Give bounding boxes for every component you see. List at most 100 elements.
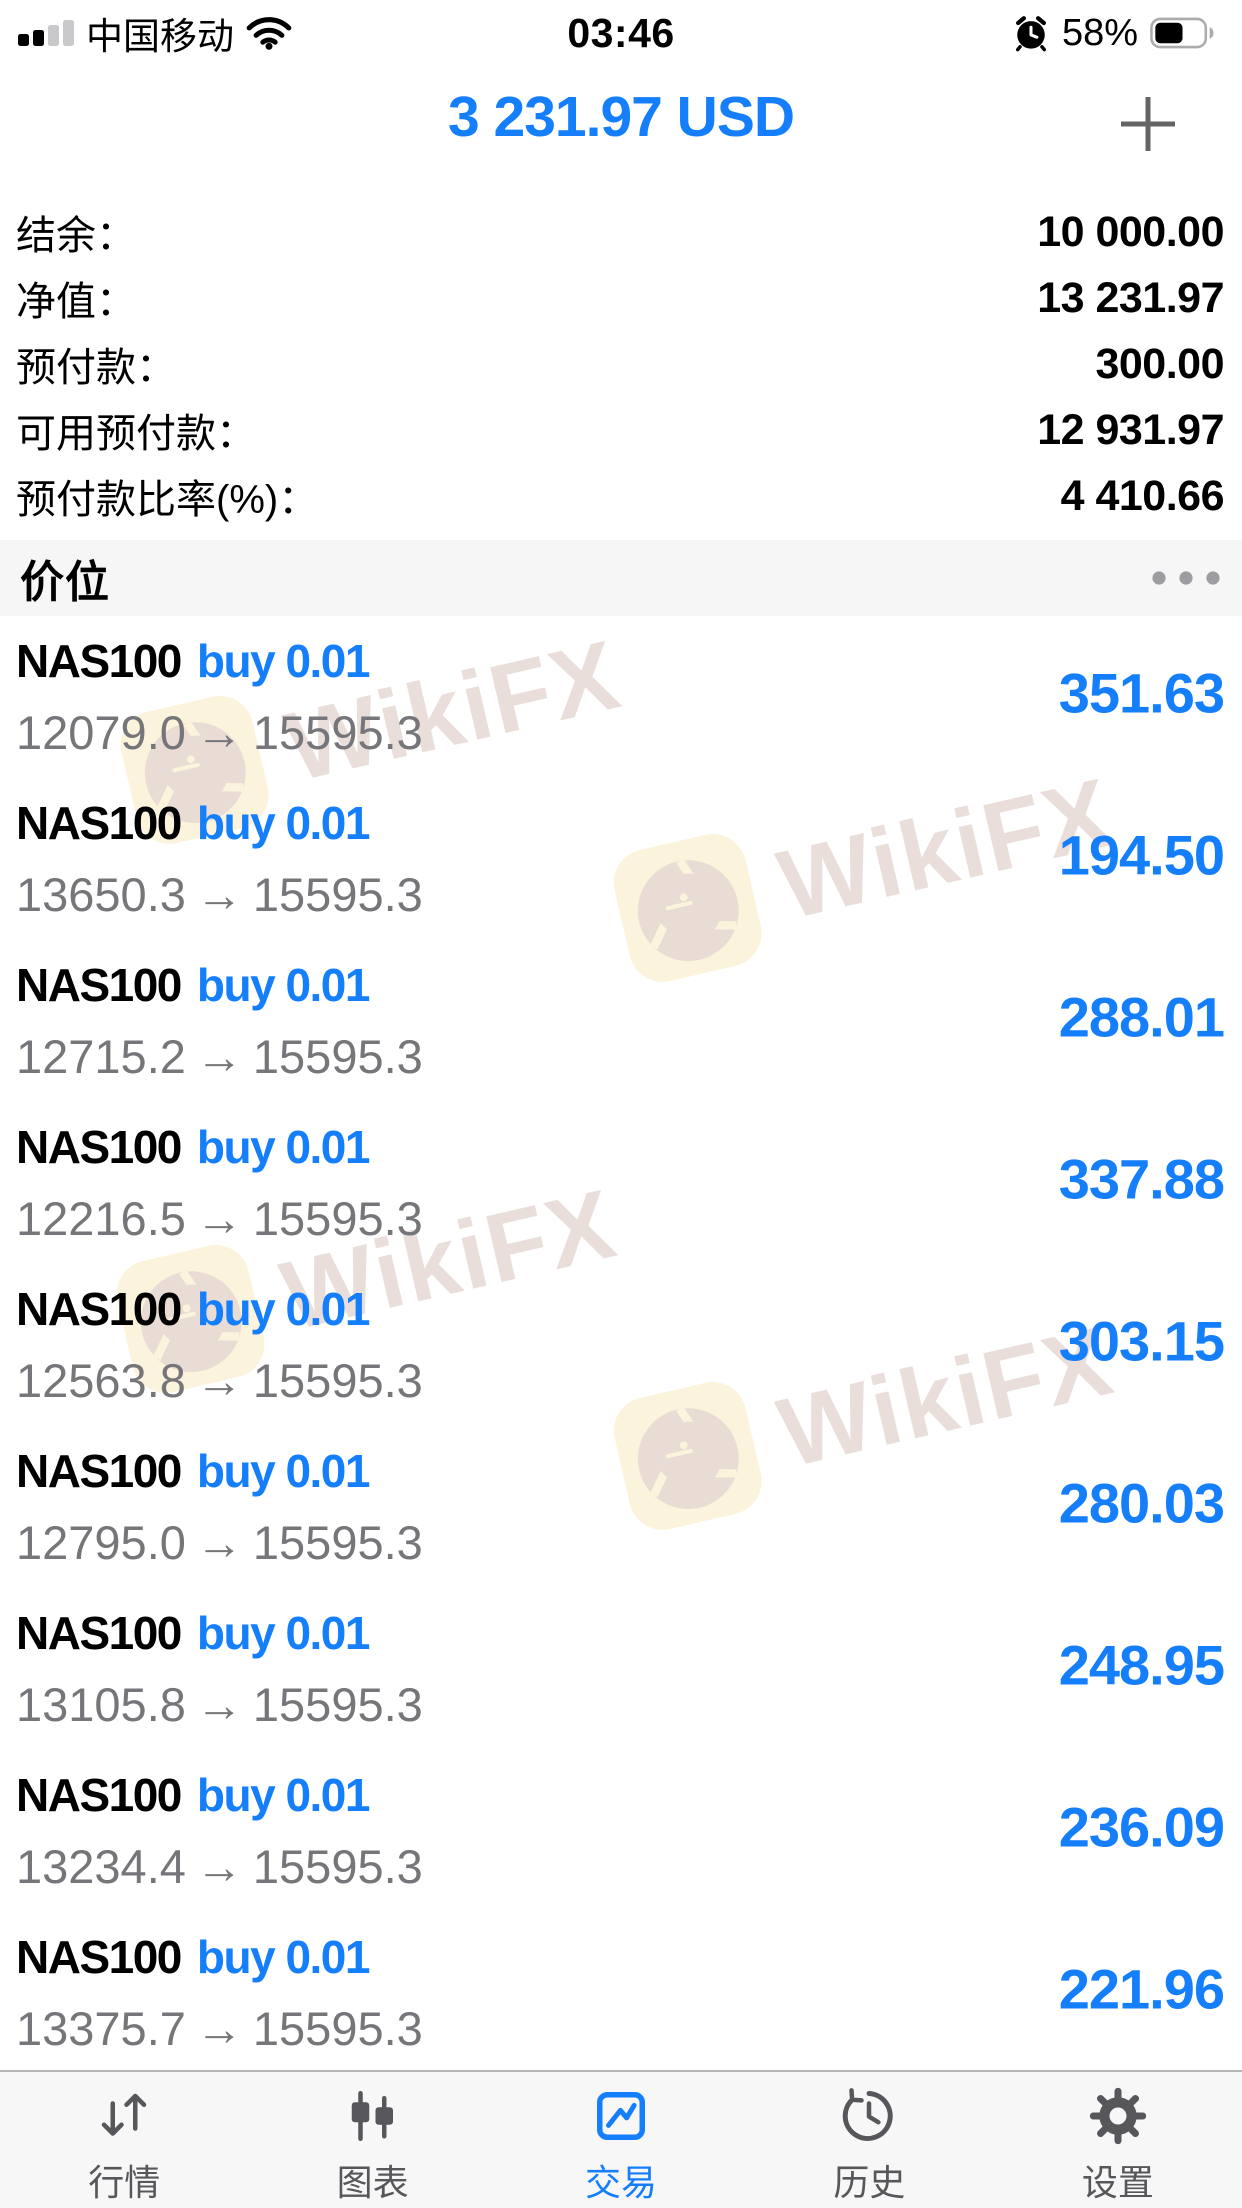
position-prices: 13650.3 → 15595.3	[16, 867, 423, 922]
position-symbol: NAS100	[16, 959, 182, 1011]
position-volume: 0.01	[285, 635, 370, 687]
open-price: 13650.3	[16, 868, 186, 921]
open-price: 13375.7	[16, 2002, 186, 2055]
position-symbol: NAS100	[16, 1121, 182, 1173]
account-metric-value: 12 931.97	[1037, 405, 1224, 454]
arrow-right-icon: →	[195, 2002, 243, 2055]
trade-chart-icon	[597, 2092, 646, 2140]
tab-label: 交易	[585, 2162, 658, 2203]
position-symbol: NAS100	[16, 1607, 182, 1659]
position-prices: 12563.8 → 15595.3	[16, 1353, 423, 1408]
arrow-right-icon: →	[195, 1192, 243, 1245]
position-title: NAS100 buy 0.01	[16, 958, 370, 1012]
battery-icon	[1150, 17, 1214, 49]
positions-list: NAS100 buy 0.01 12079.0 → 15595.3 351.63 NA…	[0, 612, 1242, 2070]
open-price: 12563.8	[16, 1354, 186, 1407]
arrow-right-icon: →	[195, 1840, 243, 1893]
account-metric-value: 13 231.97	[1037, 273, 1224, 322]
position-profit: 194.50	[1058, 823, 1225, 887]
position-profit: 248.95	[1058, 1633, 1225, 1697]
position-row[interactable]: NAS100 buy 0.01 13234.4 → 15595.3 236.09	[0, 1746, 1242, 1908]
open-price: 12795.0	[16, 1516, 186, 1569]
position-prices: 12795.0 → 15595.3	[16, 1515, 423, 1570]
position-symbol: NAS100	[16, 1445, 182, 1497]
position-prices: 13105.8 → 15595.3	[16, 1677, 423, 1732]
alarm-clock-icon	[1015, 16, 1046, 52]
status-bar: 中国移动 03:46 58%	[0, 0, 1242, 66]
account-summary: 结余： 10 000.00 净值： 13 231.97 预付款： 300.00 …	[16, 199, 1225, 529]
position-symbol: NAS100	[16, 797, 182, 849]
account-metric-label: 结余：	[16, 214, 136, 258]
position-side: buy	[196, 1121, 276, 1173]
account-summary-row: 预付款： 300.00	[16, 331, 1224, 397]
position-prices: 12079.0 → 15595.3	[16, 705, 423, 760]
position-profit: 280.03	[1058, 1471, 1225, 1535]
position-side: buy	[196, 1445, 276, 1497]
tab-trade[interactable]: 交易	[497, 2072, 745, 2208]
tab-quotes[interactable]: 行情	[0, 2072, 248, 2208]
open-price: 12715.2	[16, 1030, 186, 1083]
current-price: 15595.3	[252, 2002, 423, 2055]
position-volume: 0.01	[285, 1769, 370, 1821]
position-row[interactable]: NAS100 buy 0.01 13375.7 → 15595.3 221.96	[0, 1908, 1242, 2070]
more-options-icon[interactable]	[1150, 569, 1222, 587]
position-title: NAS100 buy 0.01	[16, 1930, 370, 1984]
plus-icon	[1121, 97, 1175, 151]
position-profit: 221.96	[1058, 1957, 1225, 2021]
gear-icon	[1089, 2087, 1146, 2145]
position-row[interactable]: NAS100 buy 0.01 13650.3 → 15595.3 194.50	[0, 774, 1242, 936]
account-metric-value: 10 000.00	[1037, 207, 1224, 256]
tab-settings[interactable]: 设置	[994, 2072, 1242, 2208]
position-volume: 0.01	[285, 1283, 370, 1335]
tab-history[interactable]: 历史	[745, 2072, 993, 2208]
position-title: NAS100 buy 0.01	[16, 1444, 370, 1498]
position-row[interactable]: NAS100 buy 0.01 12216.5 → 15595.3 337.88	[0, 1098, 1242, 1260]
tab-charts[interactable]: 图表	[248, 2072, 496, 2208]
position-volume: 0.01	[285, 1607, 370, 1659]
current-price: 15595.3	[252, 1192, 423, 1245]
candlestick-chart-icon	[351, 2091, 393, 2141]
open-price: 13105.8	[16, 1678, 186, 1731]
position-row[interactable]: NAS100 buy 0.01 12795.0 → 15595.3 280.03	[0, 1422, 1242, 1584]
open-price: 12216.5	[16, 1192, 186, 1245]
account-summary-row: 预付款比率(%)： 4 410.66	[16, 463, 1225, 529]
account-summary-row: 结余： 10 000.00	[16, 199, 1224, 265]
account-metric-value: 4 410.66	[1060, 471, 1225, 520]
position-row[interactable]: NAS100 buy 0.01 12715.2 → 15595.3 288.01	[0, 936, 1242, 1098]
position-row[interactable]: NAS100 buy 0.01 13105.8 → 15595.3 248.95	[0, 1584, 1242, 1746]
position-side: buy	[196, 1931, 276, 1983]
open-price: 12079.0	[16, 706, 186, 759]
position-title: NAS100 buy 0.01	[16, 796, 370, 850]
account-metric-value: 300.00	[1095, 339, 1224, 388]
account-metric-label: 预付款比率(%)：	[16, 478, 319, 522]
position-side: buy	[196, 1283, 276, 1335]
position-symbol: NAS100	[16, 1931, 182, 1983]
position-side: buy	[196, 797, 276, 849]
position-profit: 236.09	[1058, 1795, 1225, 1859]
arrow-right-icon: →	[195, 706, 243, 759]
current-price: 15595.3	[252, 1516, 423, 1569]
carrier-label: 中国移动	[86, 16, 234, 57]
position-prices: 12216.5 → 15595.3	[16, 1191, 423, 1246]
bottom-tab-bar: 行情 图表 交易	[0, 2070, 1242, 2208]
account-metric-label: 可用预付款：	[16, 412, 256, 456]
account-metric-label: 净值：	[16, 280, 136, 324]
position-symbol: NAS100	[16, 1769, 182, 1821]
position-profit: 303.15	[1058, 1309, 1225, 1373]
position-prices: 12715.2 → 15595.3	[16, 1029, 423, 1084]
position-row[interactable]: NAS100 buy 0.01 12563.8 → 15595.3 303.15	[0, 1260, 1242, 1422]
section-title: 价位	[20, 558, 110, 607]
position-profit: 288.01	[1058, 985, 1225, 1049]
add-order-button[interactable]	[1118, 94, 1178, 154]
positions-section-header: 价位	[0, 540, 1242, 616]
history-clock-icon	[843, 2088, 894, 2141]
battery-percent-label: 58%	[1061, 11, 1138, 54]
position-row[interactable]: NAS100 buy 0.01 12079.0 → 15595.3 351.63	[0, 612, 1242, 774]
position-volume: 0.01	[285, 959, 370, 1011]
arrows-up-down-icon	[101, 2093, 147, 2136]
arrow-right-icon: →	[195, 1030, 243, 1083]
tab-label: 设置	[1081, 2162, 1154, 2203]
current-price: 15595.3	[252, 706, 423, 759]
position-side: buy	[196, 635, 276, 687]
